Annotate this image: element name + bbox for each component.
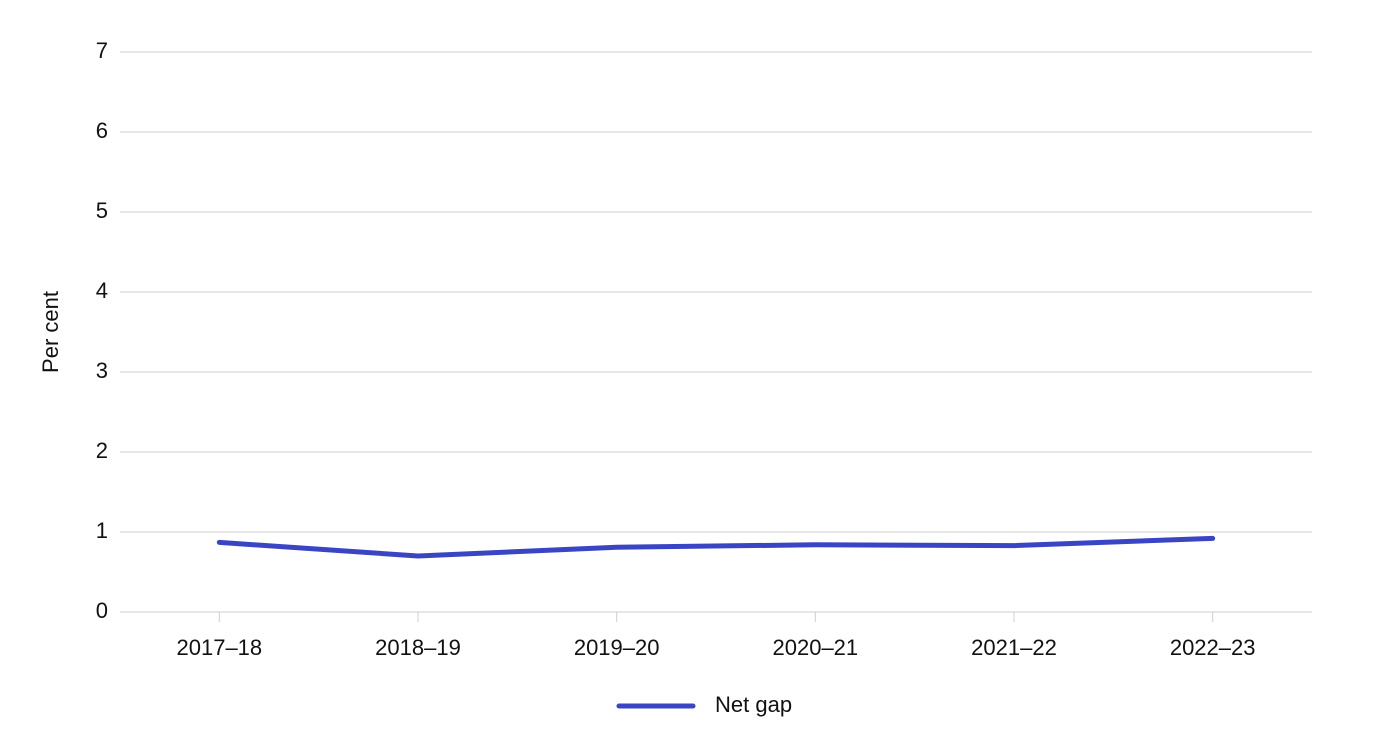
y-tick-label: 0: [96, 598, 108, 623]
y-tick-label: 6: [96, 118, 108, 143]
legend-label: Net gap: [715, 692, 792, 717]
y-tick-label: 5: [96, 198, 108, 223]
y-tick-label: 7: [96, 38, 108, 63]
data-line: [216, 535, 1216, 559]
x-tick-label: 2021–22: [971, 635, 1057, 660]
x-tick-label: 2022–23: [1170, 635, 1256, 660]
y-tick-label: 4: [96, 278, 108, 303]
y-tick-label: 2: [96, 438, 108, 463]
x-tick-label: 2018–19: [375, 635, 461, 660]
x-tick-label: 2020–21: [773, 635, 859, 660]
y-tick-label: 1: [96, 518, 108, 543]
y-tick-label: 3: [96, 358, 108, 383]
x-tick-label: 2019–20: [574, 635, 660, 660]
y-axis-label: Per cent: [38, 291, 63, 373]
x-tick-label: 2017–18: [177, 635, 263, 660]
